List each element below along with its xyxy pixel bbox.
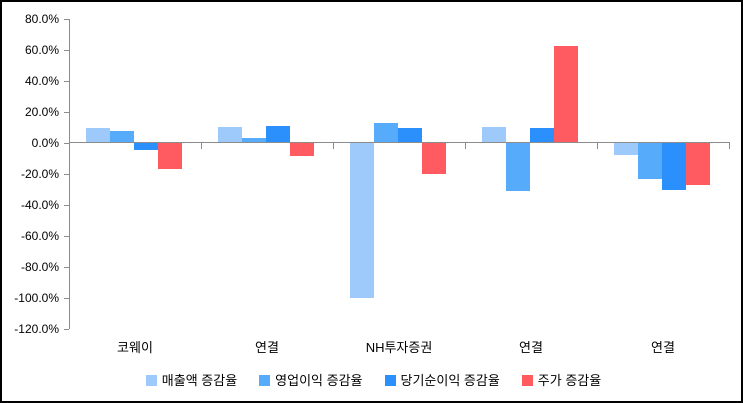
legend-label: 주가 증감율 [537, 373, 602, 388]
category-label: 연결 [519, 340, 543, 355]
y-tick [64, 50, 69, 51]
y-axis-line [69, 19, 70, 329]
bar-4-cat-3 [422, 143, 446, 174]
y-tick [64, 174, 69, 175]
bar-3-cat-4 [530, 128, 554, 142]
y-tick-label: 40.0% [24, 74, 59, 88]
legend-swatch-icon [145, 375, 157, 386]
bar-3-cat-2 [266, 125, 290, 142]
legend-swatch-icon [384, 375, 396, 386]
bar-1-cat-5 [614, 143, 638, 156]
y-tick [64, 298, 69, 299]
bar-3-cat-1 [134, 143, 158, 150]
bar-3-cat-5 [662, 143, 686, 190]
category-boundary-tick [597, 143, 598, 149]
legend: 매출액 증감율 영업이익 증감율 당기순이익 증감율 주가 증감율 [2, 373, 741, 388]
bar-2-cat-4 [506, 143, 530, 192]
y-tick-label: 20.0% [24, 105, 59, 119]
legend-label: 당기순이익 증감율 [400, 373, 500, 388]
y-tick-label: -100.0% [14, 291, 59, 305]
bar-2-cat-1 [110, 131, 134, 142]
legend-swatch-icon [259, 375, 271, 386]
category-label: 연결 [651, 340, 675, 355]
category-boundary-tick [465, 143, 466, 149]
y-tick [64, 329, 69, 330]
y-tick [64, 205, 69, 206]
legend-item: 매출액 증감율 [145, 373, 238, 388]
y-tick-label: -20.0% [20, 167, 59, 181]
y-tick-label: -60.0% [20, 229, 59, 243]
bar-4-cat-4 [554, 45, 578, 142]
bar-4-cat-1 [158, 143, 182, 170]
legend-item: 영업이익 증감율 [259, 373, 363, 388]
bar-4-cat-5 [686, 143, 710, 185]
legend-swatch-icon [521, 375, 533, 386]
category-label: 코웨이 [117, 340, 153, 355]
bar-4-cat-2 [290, 143, 314, 157]
y-tick [64, 267, 69, 268]
category-boundary-tick [201, 143, 202, 149]
y-tick-label: 0.0% [31, 136, 59, 150]
y-tick [64, 236, 69, 237]
bar-2-cat-2 [242, 138, 266, 142]
legend-item: 당기순이익 증감율 [384, 373, 500, 388]
category-label: NH투자증권 [365, 340, 433, 355]
bar-3-cat-3 [398, 128, 422, 142]
category-boundary-tick [729, 143, 730, 149]
y-tick [64, 19, 69, 20]
y-tick-label: -80.0% [20, 260, 59, 274]
y-tick-label: 80.0% [24, 12, 59, 26]
bar-1-cat-2 [218, 126, 242, 142]
bar-1-cat-4 [482, 127, 506, 142]
legend-item: 주가 증감율 [521, 373, 602, 388]
y-tick-label: -120.0% [14, 322, 59, 336]
y-tick [64, 143, 69, 144]
y-tick-label: -40.0% [20, 198, 59, 212]
legend-label: 매출액 증감율 [161, 373, 238, 388]
zero-line [69, 142, 730, 143]
y-tick-label: 60.0% [24, 43, 59, 57]
category-label: 연결 [255, 340, 279, 355]
y-tick [64, 112, 69, 113]
bar-2-cat-5 [638, 143, 662, 179]
category-boundary-tick [333, 143, 334, 149]
bar-1-cat-3 [350, 143, 374, 298]
y-tick [64, 81, 69, 82]
bar-2-cat-3 [374, 123, 398, 142]
bar-1-cat-1 [86, 128, 110, 142]
legend-label: 영업이익 증감율 [275, 373, 363, 388]
